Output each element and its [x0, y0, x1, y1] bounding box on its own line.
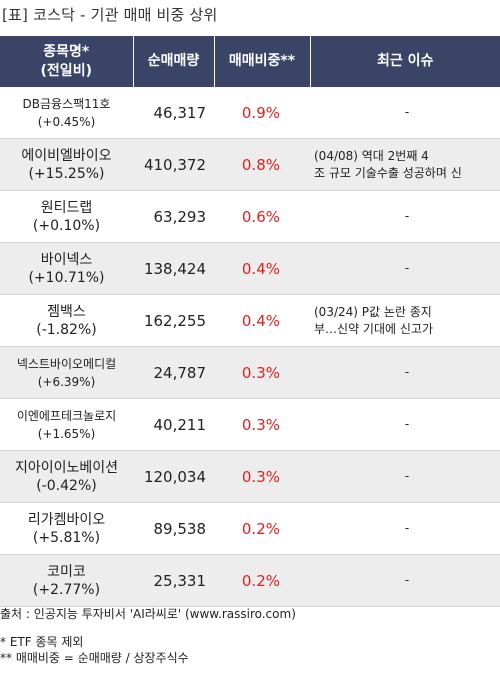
table-header-row: 종목명* (전일비) 순매매량 매매비중** 최근 이슈 — [0, 36, 500, 87]
stock-change: (+0.45%) — [37, 114, 96, 129]
footnote-etf: * ETF 종목 제외 — [0, 635, 84, 649]
issue-line1: - — [404, 573, 410, 587]
trade-ratio: 0.9% — [214, 87, 310, 139]
footnote-ratio: ** 매매비중 = 순매매량 / 상장주식수 — [0, 651, 189, 665]
stock-name: 리가켐바이오 — [27, 511, 106, 528]
stock-name-cell: 바이넥스 (+10.71%) — [0, 242, 133, 295]
stock-name-cell: 젬백스 (-1.82%) — [0, 294, 133, 347]
issue-line1: (04/08) 역대 2번째 4 — [314, 148, 429, 163]
recent-issue: - — [310, 554, 500, 607]
issue-line1: - — [404, 209, 410, 223]
table-row: 지아이이노베이션 (-0.42%) 120,034 0.3% - — [0, 450, 500, 503]
net-volume: 46,317 — [133, 87, 214, 139]
trade-ratio: 0.2% — [214, 554, 310, 607]
issue-line1: - — [404, 521, 410, 535]
issue-line2: 조 규모 기술수출 성공하며 신 — [314, 165, 462, 180]
stock-name: 넥스트바이오메디컬 — [16, 356, 117, 371]
header-volume: 순매매량 — [133, 36, 215, 87]
stock-name-cell: DB금융스팩11호 (+0.45%) — [0, 87, 133, 139]
stock-change: (-0.42%) — [36, 477, 97, 494]
recent-issue: - — [310, 190, 500, 243]
recent-issue: - — [310, 502, 500, 555]
stock-name: 젬백스 — [47, 303, 86, 320]
stock-name-cell: 원티드랩 (+0.10%) — [0, 190, 133, 243]
trade-ratio: 0.2% — [214, 502, 310, 555]
footnotes: * ETF 종목 제외 ** 매매비중 = 순매매량 / 상장주식수 — [0, 634, 189, 666]
stock-change: (+6.39%) — [37, 374, 96, 389]
recent-issue: - — [310, 398, 500, 451]
stock-name: 바이넥스 — [40, 251, 93, 268]
recent-issue: - — [310, 346, 500, 399]
stock-name: 이엔에프테크놀로지 — [16, 408, 117, 423]
issue-line1: (03/24) P값 논란 종지 — [314, 304, 432, 319]
stock-name: 에이비엘바이오 — [21, 147, 112, 164]
table-row: 넥스트바이오메디컬 (+6.39%) 24,787 0.3% - — [0, 346, 500, 399]
table-row: DB금융스팩11호 (+0.45%) 46,317 0.9% - — [0, 87, 500, 139]
stock-name-cell: 이엔에프테크놀로지 (+1.65%) — [0, 398, 133, 451]
stock-change: (+2.77%) — [32, 581, 101, 598]
stock-name: 원티드랩 — [40, 199, 93, 216]
trade-ratio: 0.4% — [214, 242, 310, 295]
recent-issue: - — [310, 450, 500, 503]
net-volume: 63,293 — [133, 190, 214, 243]
net-volume: 138,424 — [133, 242, 214, 295]
table-row: 이엔에프테크놀로지 (+1.65%) 40,211 0.3% - — [0, 398, 500, 451]
header-name-line1: 종목명* — [43, 43, 90, 60]
issue-line1: - — [404, 365, 410, 379]
stock-change: (+10.71%) — [28, 269, 105, 286]
issue-line1: - — [404, 469, 410, 483]
issue-line2: 부…신약 기대에 신고가 — [314, 321, 433, 336]
stock-name: DB금융스팩11호 — [22, 96, 111, 111]
table-row: 젬백스 (-1.82%) 162,255 0.4% (03/24) P값 논란 종지 부…… — [0, 294, 500, 347]
net-volume: 162,255 — [133, 294, 214, 347]
stock-name-cell: 에이비엘바이오 (+15.25%) — [0, 138, 133, 191]
stock-name-cell: 코미코 (+2.77%) — [0, 554, 133, 607]
ranking-table: 종목명* (전일비) 순매매량 매매비중** 최근 이슈 DB금융스팩11호 (+… — [0, 36, 500, 607]
stock-name: 지아이이노베이션 — [14, 459, 119, 476]
trade-ratio: 0.8% — [214, 138, 310, 191]
issue-line1: - — [404, 261, 410, 275]
table-body: DB금융스팩11호 (+0.45%) 46,317 0.9% - 에이비엘바이오 (+15.… — [0, 87, 500, 607]
net-volume: 40,211 — [133, 398, 214, 451]
net-volume: 24,787 — [133, 346, 214, 399]
net-volume: 89,538 — [133, 502, 214, 555]
trade-ratio: 0.3% — [214, 398, 310, 451]
net-volume: 25,331 — [133, 554, 214, 607]
recent-issue: - — [310, 242, 500, 295]
table-row: 리가켐바이오 (+5.81%) 89,538 0.2% - — [0, 502, 500, 555]
trade-ratio: 0.4% — [214, 294, 310, 347]
page-title: [표] 코스닥 - 기관 매매 비중 상위 — [2, 6, 218, 24]
net-volume: 120,034 — [133, 450, 214, 503]
issue-line1: - — [404, 105, 410, 119]
issue-line1: - — [404, 417, 410, 431]
trade-ratio: 0.6% — [214, 190, 310, 243]
recent-issue: - — [310, 87, 500, 139]
stock-change: (+5.81%) — [32, 529, 101, 546]
recent-issue: (04/08) 역대 2번째 4 조 규모 기술수출 성공하며 신 — [310, 138, 500, 191]
stock-name-cell: 지아이이노베이션 (-0.42%) — [0, 450, 133, 503]
table-row: 바이넥스 (+10.71%) 138,424 0.4% - — [0, 242, 500, 295]
table-row: 원티드랩 (+0.10%) 63,293 0.6% - — [0, 190, 500, 243]
net-volume: 410,372 — [133, 138, 214, 191]
header-name-line2: (전일비) — [40, 62, 92, 79]
stock-change: (-1.82%) — [36, 321, 97, 338]
table-row: 에이비엘바이오 (+15.25%) 410,372 0.8% (04/08) 역대 2번… — [0, 138, 500, 191]
header-ratio: 매매비중** — [214, 36, 311, 87]
source-note: 출처 : 인공지능 투자비서 'AI라씨로' (www.rassiro.com) — [0, 607, 296, 621]
stock-change: (+15.25%) — [28, 165, 105, 182]
table-row: 코미코 (+2.77%) 25,331 0.2% - — [0, 554, 500, 607]
stock-change: (+0.10%) — [32, 217, 101, 234]
header-issue: 최근 이슈 — [310, 36, 500, 87]
trade-ratio: 0.3% — [214, 346, 310, 399]
stock-change: (+1.65%) — [37, 426, 96, 441]
header-name: 종목명* (전일비) — [0, 36, 134, 87]
stock-name-cell: 리가켐바이오 (+5.81%) — [0, 502, 133, 555]
trade-ratio: 0.3% — [214, 450, 310, 503]
stock-name-cell: 넥스트바이오메디컬 (+6.39%) — [0, 346, 133, 399]
stock-name: 코미코 — [47, 563, 86, 580]
